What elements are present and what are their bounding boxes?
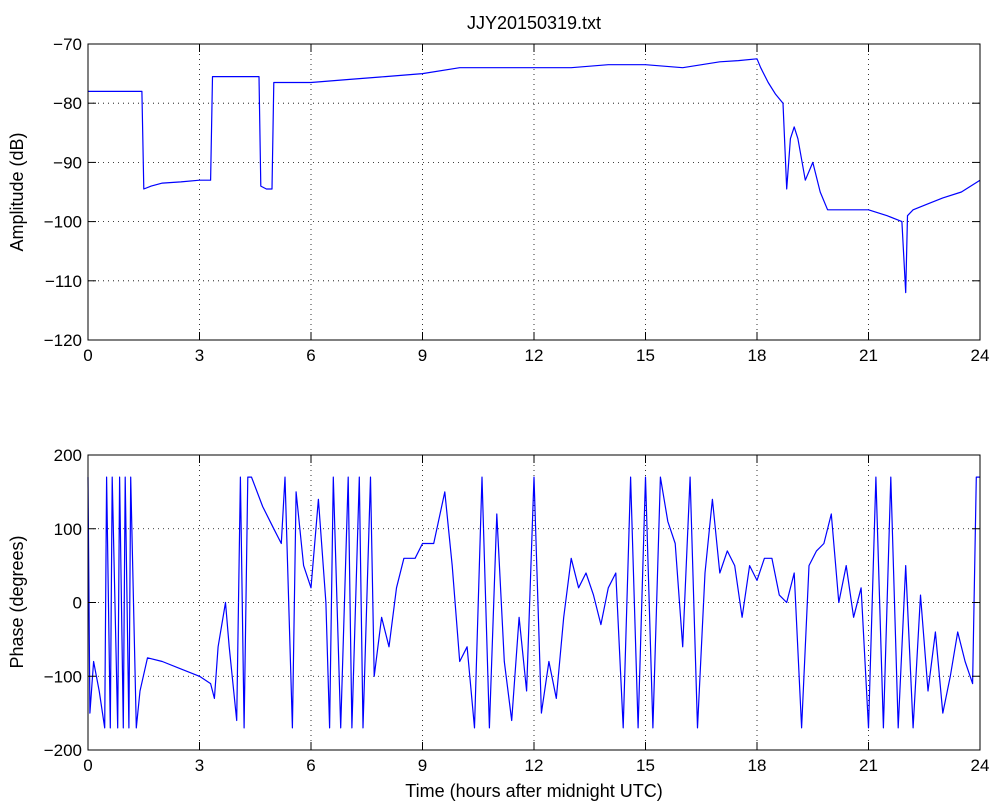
amplitude-x-tick-label: 18 [748,346,767,365]
phase-y-axis-label: Phase (degrees) [7,535,27,668]
amplitude-title: JJY20150319.txt [467,13,601,33]
phase-series [87,476,980,729]
phase-chart: 0 3 6 9 12 15 18 21 24 200 100 0 −100 −200 Time (hour… [7,446,989,801]
amplitude-y-tick-label: −70 [53,35,82,54]
phase-x-tick-label: 0 [83,756,92,775]
amplitude-series [88,58,981,294]
amplitude-y-tick-label: −100 [44,213,82,232]
phase-x-tick-label: 18 [748,756,767,775]
amplitude-y-tick-label: −120 [44,331,82,350]
amplitude-y-tick-label: −90 [53,153,82,172]
amplitude-x-tick-label: 15 [636,346,655,365]
amplitude-ticks: 0 3 6 9 12 15 18 21 24 −70 −80 −90 −100 −110 −120 [44,35,990,365]
phase-y-tick-label: 200 [54,446,82,465]
phase-series-line [87,476,980,729]
amplitude-x-tick-label: 6 [306,346,315,365]
amplitude-x-tick-label: 21 [859,346,878,365]
amplitude-y-tick-label: −80 [53,94,82,113]
phase-grid [88,455,980,750]
phase-y-tick-label: 0 [73,594,82,613]
amplitude-chart: 0 3 6 9 12 15 18 21 24 −70 −80 −90 −100 −110 −120 JJY2… [7,13,989,365]
amplitude-x-tick-label: 12 [525,346,544,365]
phase-x-tick-label: 12 [525,756,544,775]
amplitude-x-tick-label: 24 [971,346,990,365]
phase-x-tick-label: 24 [971,756,990,775]
phase-x-tick-label: 3 [195,756,204,775]
amplitude-y-tick-label: −110 [45,272,82,291]
amplitude-x-tick-label: 0 [83,346,92,365]
phase-x-tick-label: 9 [418,756,427,775]
phase-x-tick-label: 15 [636,756,655,775]
phase-x-axis-label: Time (hours after midnight UTC) [405,781,662,801]
amplitude-series-line [88,58,981,294]
phase-y-tick-label: −200 [44,741,82,760]
phase-y-tick-label: 100 [54,520,82,539]
phase-ticks: 0 3 6 9 12 15 18 21 24 200 100 0 −100 −200 [44,446,990,775]
amplitude-grid [88,44,980,340]
amplitude-y-axis-label: Amplitude (dB) [7,132,27,251]
amplitude-x-tick-label: 3 [195,346,204,365]
phase-x-tick-label: 21 [859,756,878,775]
phase-y-tick-label: −100 [44,667,82,686]
amplitude-plot-area [88,44,980,340]
phase-x-tick-label: 6 [306,756,315,775]
amplitude-x-tick-label: 9 [418,346,427,365]
